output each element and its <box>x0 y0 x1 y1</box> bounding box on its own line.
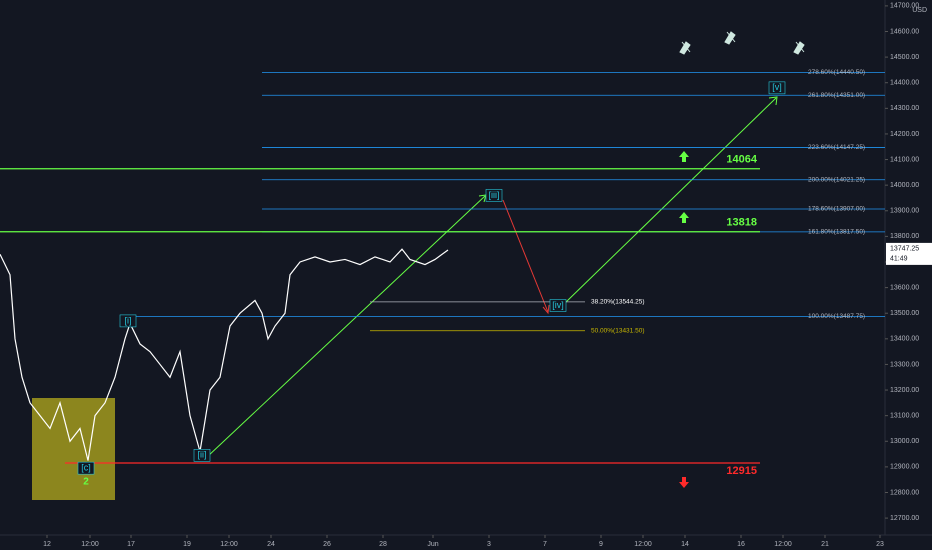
fib-label: 161.80%(13817.50) <box>808 229 865 236</box>
x-tick-label: Jun <box>427 541 438 548</box>
x-tick-label: 21 <box>821 541 829 548</box>
x-tick-label: 7 <box>543 541 547 548</box>
x-tick-label: 16 <box>737 541 745 548</box>
fib-label: 100.00%(13487.75) <box>808 313 865 320</box>
y-tick-label: 14700.00 <box>890 3 919 10</box>
wave-label-box <box>119 314 137 328</box>
y-tick-label: 13100.00 <box>890 412 919 419</box>
y-tick-label: 14100.00 <box>890 156 919 163</box>
fib-label: 200.00%(14021.25) <box>808 176 865 183</box>
wave-label-box <box>193 449 211 462</box>
fib-label: 50.00%(13431.50) <box>591 327 645 334</box>
x-tick-label: 12:00 <box>81 541 99 548</box>
y-tick-label: 14400.00 <box>890 80 919 87</box>
price-line <box>0 248 449 461</box>
fib-label: 223.60%(14147.25) <box>808 144 865 151</box>
wave-label: [v] <box>772 82 782 92</box>
x-tick-label: 28 <box>379 541 387 548</box>
x-tick-label: 26 <box>323 541 331 548</box>
y-tick-label: 13500.00 <box>890 310 919 317</box>
wave-label-box <box>549 299 567 312</box>
countdown: 41:49 <box>890 256 908 263</box>
y-tick-label: 14000.00 <box>890 182 919 189</box>
x-tick-label: 12:00 <box>634 541 652 548</box>
y-tick-label: 14200.00 <box>890 131 919 138</box>
arrow-head <box>542 304 550 315</box>
y-tick-label: 13300.00 <box>890 361 919 368</box>
y-tick-label: 14500.00 <box>890 54 919 61</box>
x-tick-label: 12:00 <box>774 541 792 548</box>
projection-arrow <box>564 97 777 304</box>
projection-arrow <box>206 195 486 458</box>
y-tick-label: 12700.00 <box>890 515 919 522</box>
icons <box>679 31 805 55</box>
wave-label: [iii] <box>489 190 500 200</box>
fib-label: 278.60%(14440.50) <box>808 69 865 76</box>
x-tick-label: 19 <box>183 541 191 548</box>
y-tick-label: 13600.00 <box>890 284 919 291</box>
y-tick-label: 12800.00 <box>890 489 919 496</box>
up-arrow <box>679 151 689 162</box>
wave-label-box <box>77 461 95 475</box>
y-tick-label: 13800.00 <box>890 233 919 240</box>
x-tick-label: 9 <box>599 541 603 548</box>
key-level-label: 13818 <box>726 217 757 229</box>
highlight-box <box>32 398 115 500</box>
last-price: 13747.25 <box>890 246 919 253</box>
wave-label: [iv] <box>552 300 564 310</box>
key-level-label: 14064 <box>726 154 757 166</box>
fib-label: 178.60%(13907.00) <box>808 206 865 213</box>
wave-label: [ii] <box>198 450 207 460</box>
projection-arrow <box>502 199 549 313</box>
up-arrow <box>679 212 689 223</box>
y-tick-label: 13000.00 <box>890 438 919 445</box>
key-level-label: 12915 <box>726 465 757 477</box>
x-tick-label: 3 <box>487 541 491 548</box>
y-tick-label: 13400.00 <box>890 336 919 343</box>
x-tick-label: 12:00 <box>220 541 238 548</box>
x-tick-label: 23 <box>876 541 884 548</box>
x-tick-label: 14 <box>681 541 689 548</box>
x-tick-label: 17 <box>127 541 135 548</box>
y-tick-label: 14600.00 <box>890 28 919 35</box>
last-price-box <box>886 242 932 265</box>
wave-label-box <box>768 81 786 95</box>
y-tick-label: 14300.00 <box>890 105 919 112</box>
y-tick-label: 12900.00 <box>890 464 919 471</box>
x-tick-label: 12 <box>43 541 51 548</box>
x-tick-label: 24 <box>267 541 275 548</box>
axis-unit: USD <box>912 7 927 14</box>
y-tick-label: 13900.00 <box>890 208 919 215</box>
y-tick-label: 13200.00 <box>890 387 919 394</box>
fib-label: 38.20%(13544.25) <box>591 299 645 306</box>
arrow-head <box>768 96 778 106</box>
fib-label: 261.80%(14351.00) <box>808 92 865 99</box>
wave-label: [c] <box>81 463 91 473</box>
wave-label-box <box>485 189 503 202</box>
wave-label: [i] <box>124 315 131 325</box>
wave-degree: 2 <box>83 477 89 488</box>
down-arrow <box>679 477 689 488</box>
